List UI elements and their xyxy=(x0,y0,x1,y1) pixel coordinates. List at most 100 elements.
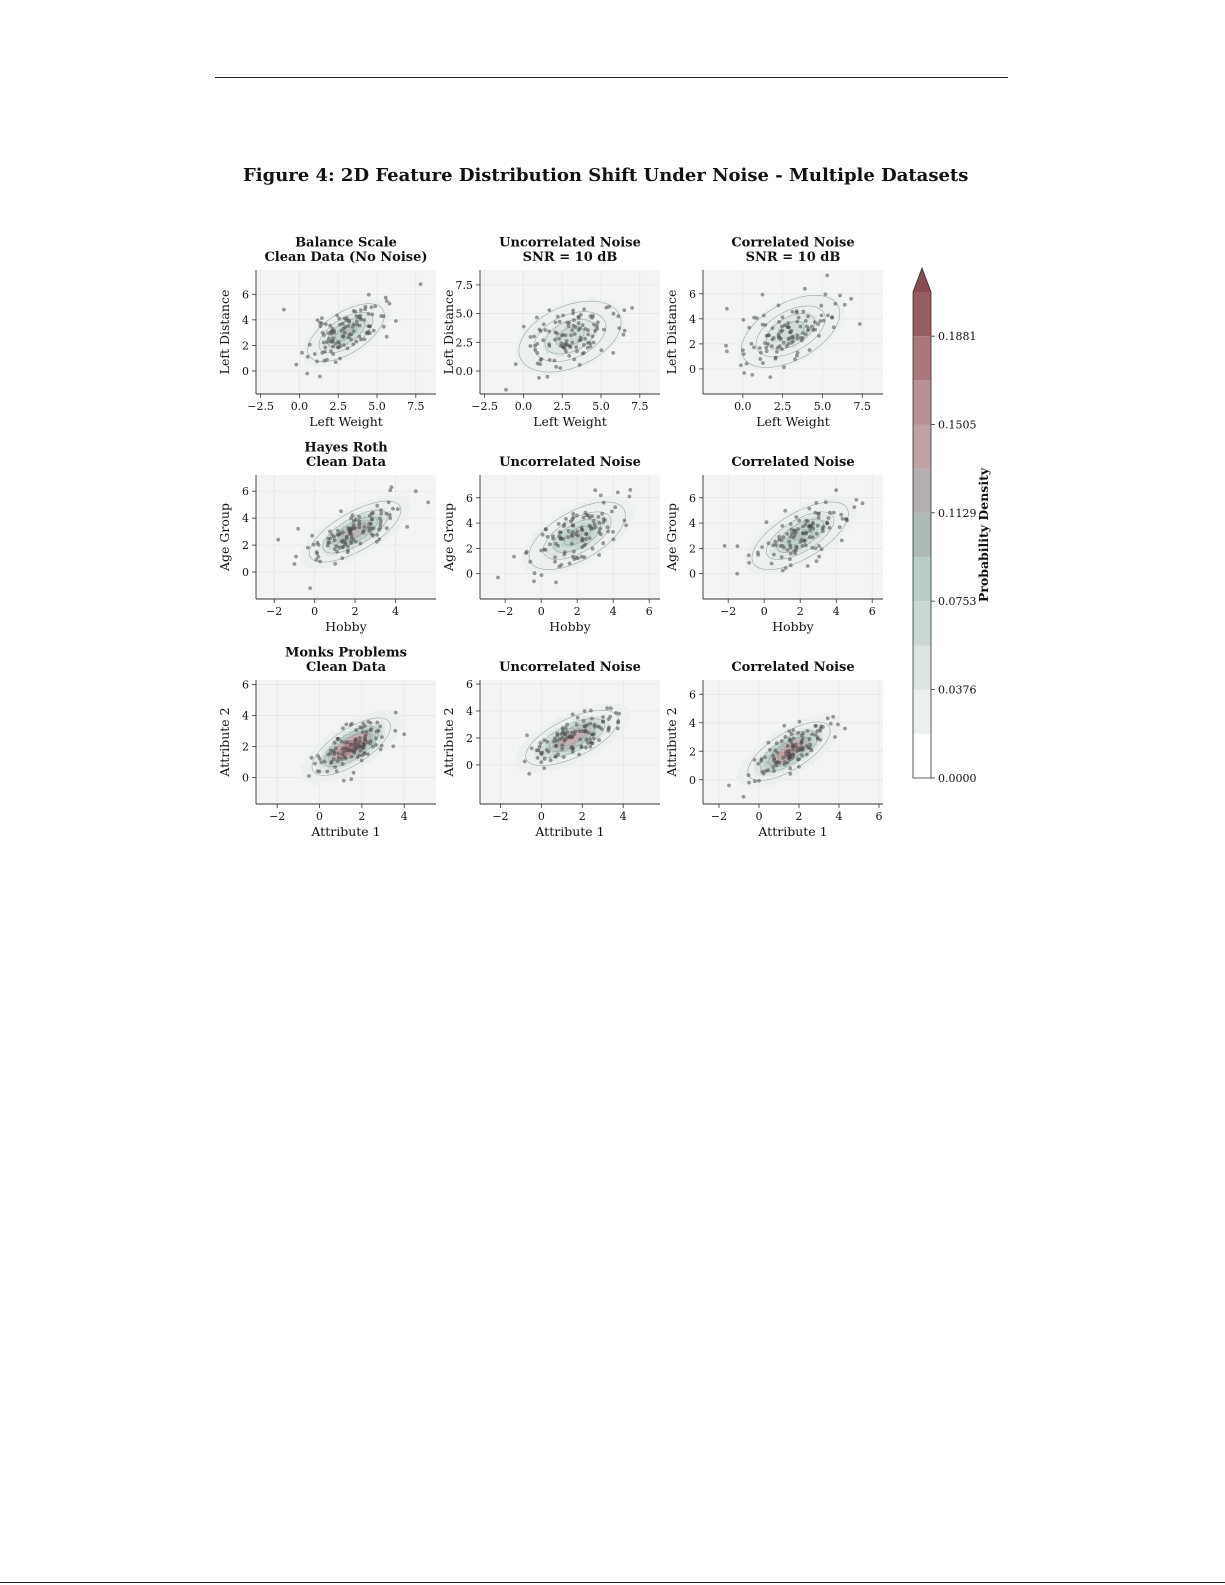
data-point xyxy=(842,302,847,307)
data-point xyxy=(384,526,389,531)
data-point xyxy=(563,726,568,730)
colorbar-band xyxy=(913,468,931,513)
x-tick-label: 0 xyxy=(756,810,763,823)
data-point xyxy=(574,722,579,727)
data-point xyxy=(553,754,558,759)
data-point xyxy=(601,719,606,724)
data-point xyxy=(368,728,373,733)
data-point xyxy=(809,748,814,753)
data-point xyxy=(790,531,794,536)
data-point xyxy=(616,720,620,725)
data-point xyxy=(810,732,815,736)
data-point xyxy=(805,324,809,329)
data-point xyxy=(352,322,356,327)
data-point xyxy=(363,307,367,312)
data-point xyxy=(828,721,833,726)
data-point xyxy=(553,555,557,560)
data-point xyxy=(567,354,572,358)
data-point xyxy=(857,322,862,326)
y-tick-label: 0 xyxy=(242,365,249,378)
data-point xyxy=(813,546,818,551)
data-point xyxy=(818,319,823,323)
data-point xyxy=(552,739,556,744)
data-point xyxy=(630,306,634,310)
data-point xyxy=(580,351,585,356)
y-tick-label: 4 xyxy=(466,517,473,530)
data-point xyxy=(577,752,581,757)
data-point xyxy=(529,746,534,751)
data-point xyxy=(364,729,369,734)
data-point xyxy=(571,515,576,520)
contour-line xyxy=(307,303,385,362)
data-point xyxy=(566,324,571,328)
data-point xyxy=(831,714,836,719)
x-tick-label: 2 xyxy=(358,810,365,823)
data-point xyxy=(379,314,384,318)
y-tick-label: 2.5 xyxy=(456,336,474,349)
data-point xyxy=(752,758,757,762)
data-point xyxy=(547,358,552,362)
data-point xyxy=(338,356,342,361)
x-axis-label: Left Weight xyxy=(309,414,383,429)
data-point xyxy=(775,350,779,354)
data-point xyxy=(764,349,769,354)
data-point xyxy=(795,353,799,358)
contour-line xyxy=(747,721,831,781)
data-point xyxy=(770,344,774,349)
data-point xyxy=(852,505,857,509)
data-point xyxy=(323,322,328,327)
data-point xyxy=(357,744,362,749)
data-point xyxy=(554,365,558,369)
data-point xyxy=(541,322,546,327)
data-point xyxy=(588,744,593,749)
data-point xyxy=(300,350,304,355)
data-point xyxy=(394,319,398,323)
data-point xyxy=(351,770,356,775)
data-point xyxy=(335,549,339,554)
data-point xyxy=(801,531,805,536)
data-point xyxy=(599,348,604,352)
data-point xyxy=(744,361,749,366)
data-point xyxy=(788,330,792,335)
data-point xyxy=(378,522,383,527)
data-point xyxy=(527,771,532,776)
data-point xyxy=(774,763,779,768)
data-point xyxy=(821,725,825,729)
data-point xyxy=(306,545,310,550)
data-point xyxy=(559,333,564,338)
data-point xyxy=(353,517,358,522)
subplot-title: SNR = 10 dB xyxy=(523,250,618,265)
y-tick-label: 7.5 xyxy=(456,279,474,292)
data-point xyxy=(828,510,832,515)
data-point xyxy=(560,736,565,740)
data-point xyxy=(771,765,776,770)
data-point xyxy=(816,515,821,520)
data-point xyxy=(781,755,786,760)
data-point xyxy=(337,341,342,345)
data-point xyxy=(808,528,813,533)
data-point xyxy=(340,556,345,561)
x-tick-label: 4 xyxy=(392,605,399,618)
data-point xyxy=(777,537,782,542)
data-point xyxy=(588,341,593,346)
y-axis-label: Left Distance xyxy=(217,290,232,375)
data-point xyxy=(724,343,728,348)
data-point xyxy=(575,349,579,354)
x-tick-label: 0.0 xyxy=(291,400,309,413)
colorbar-band xyxy=(913,733,931,778)
data-point xyxy=(542,547,547,552)
x-tick-label: −2 xyxy=(497,605,513,618)
data-point xyxy=(592,724,597,729)
data-point xyxy=(759,350,763,355)
data-point xyxy=(583,336,587,341)
data-point xyxy=(562,522,567,527)
data-point xyxy=(573,729,578,734)
data-point xyxy=(804,332,808,337)
data-point xyxy=(571,308,575,313)
x-axis-label: Attribute 1 xyxy=(757,824,827,839)
data-point xyxy=(749,341,754,346)
data-point xyxy=(790,334,795,339)
data-point xyxy=(362,337,367,342)
data-point xyxy=(294,554,298,559)
data-point xyxy=(570,340,575,345)
